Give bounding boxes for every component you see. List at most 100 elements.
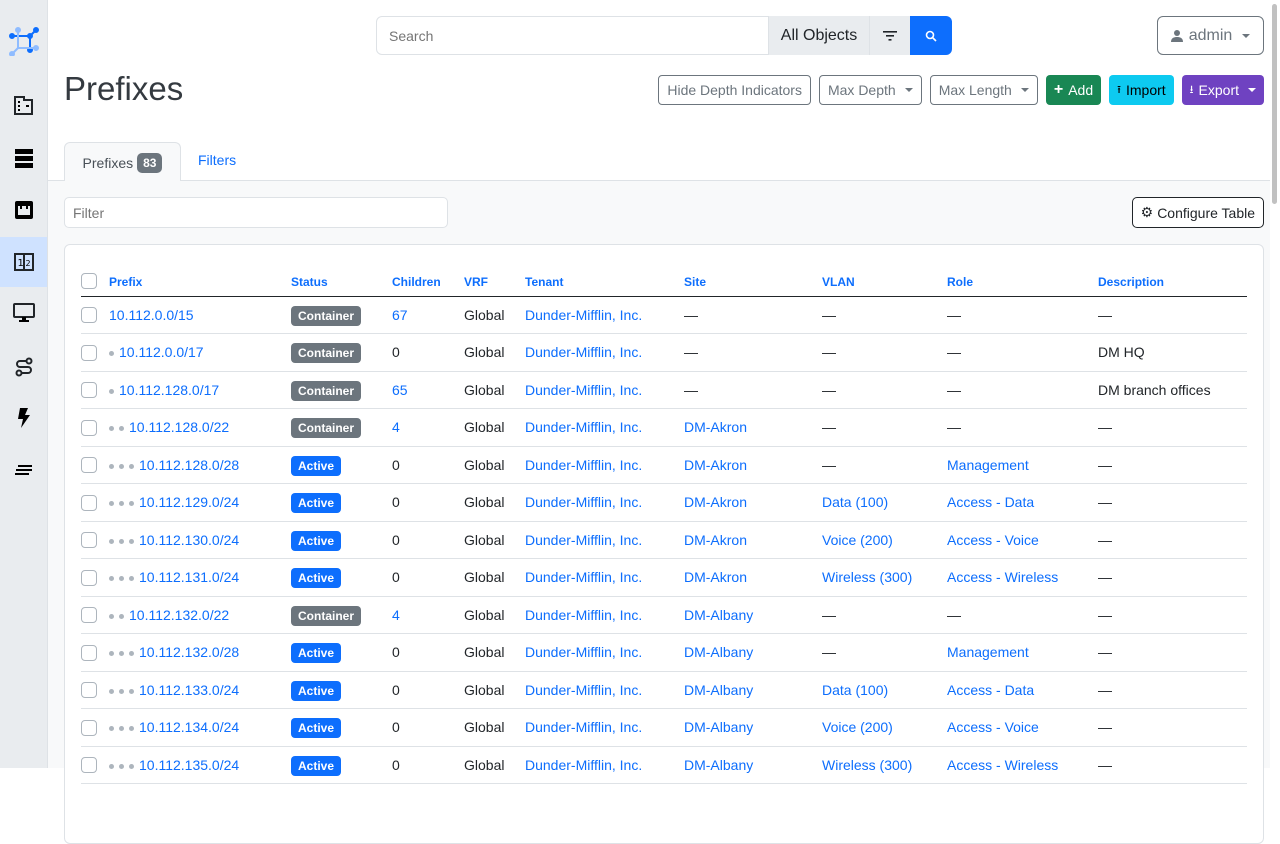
logo-icon[interactable] bbox=[0, 15, 47, 65]
row-checkbox[interactable] bbox=[81, 344, 97, 361]
role-link[interactable]: Management bbox=[947, 644, 1029, 661]
filter-input[interactable] bbox=[64, 197, 448, 228]
configure-table-button[interactable]: ⚙ Configure Table bbox=[1131, 197, 1264, 228]
vlan-link[interactable]: Wireless (300) bbox=[822, 569, 913, 586]
prefix-link[interactable]: 10.112.132.0/28 bbox=[139, 644, 240, 661]
site-link[interactable]: DM-Albany bbox=[684, 756, 754, 773]
vlan-link[interactable]: Wireless (300) bbox=[822, 756, 913, 773]
vlan-link[interactable]: Voice (200) bbox=[822, 531, 893, 548]
tab-prefixes[interactable]: Prefixes 83 bbox=[64, 142, 181, 182]
add-button[interactable]: + Add bbox=[1045, 75, 1102, 105]
children-link[interactable]: 4 bbox=[392, 606, 400, 623]
row-checkbox[interactable] bbox=[81, 532, 97, 549]
column-header-tenant[interactable]: Tenant bbox=[525, 265, 684, 297]
tenant-link[interactable]: Dunder-Mifflin, Inc. bbox=[525, 569, 643, 586]
row-checkbox[interactable] bbox=[81, 719, 97, 736]
search-input[interactable] bbox=[376, 16, 769, 55]
row-checkbox[interactable] bbox=[81, 457, 97, 474]
tenant-link[interactable]: Dunder-Mifflin, Inc. bbox=[525, 344, 643, 361]
row-checkbox[interactable] bbox=[81, 419, 97, 436]
prefix-link[interactable]: 10.112.133.0/24 bbox=[139, 681, 240, 698]
search-scope-select[interactable]: All Objects bbox=[769, 16, 870, 55]
children-link[interactable]: 65 bbox=[392, 381, 408, 398]
tenant-link[interactable]: Dunder-Mifflin, Inc. bbox=[525, 381, 643, 398]
export-button[interactable]: ⭳ Export bbox=[1181, 75, 1264, 105]
column-header-description[interactable]: Description bbox=[1098, 265, 1247, 297]
select-all-checkbox[interactable] bbox=[81, 272, 97, 289]
column-header-prefix[interactable]: Prefix bbox=[109, 265, 291, 297]
prefix-link[interactable]: 10.112.128.0/22 bbox=[129, 419, 230, 436]
row-checkbox[interactable] bbox=[81, 644, 97, 661]
tenant-link[interactable]: Dunder-Mifflin, Inc. bbox=[525, 531, 643, 548]
vlan-link[interactable]: Voice (200) bbox=[822, 719, 893, 736]
max-depth-dropdown[interactable]: Max Depth bbox=[818, 75, 922, 105]
row-checkbox[interactable] bbox=[81, 382, 97, 399]
column-header-status[interactable]: Status bbox=[291, 265, 392, 297]
site-link[interactable]: DM-Akron bbox=[684, 494, 748, 511]
role-link[interactable]: Access - Data bbox=[947, 681, 1035, 698]
tenant-link[interactable]: Dunder-Mifflin, Inc. bbox=[525, 644, 643, 661]
role-link[interactable]: Access - Voice bbox=[947, 719, 1039, 736]
scrollbar[interactable] bbox=[1272, 4, 1277, 204]
server-icon[interactable] bbox=[0, 133, 47, 183]
tenant-link[interactable]: Dunder-Mifflin, Inc. bbox=[525, 719, 643, 736]
column-header-children[interactable]: Children bbox=[392, 265, 464, 297]
site-link[interactable]: DM-Akron bbox=[684, 569, 748, 586]
children-link[interactable]: 67 bbox=[392, 306, 408, 323]
row-checkbox[interactable] bbox=[81, 607, 97, 624]
row-checkbox[interactable] bbox=[81, 494, 97, 511]
site-link[interactable]: DM-Akron bbox=[684, 456, 748, 473]
prefix-link[interactable]: 10.112.0.0/17 bbox=[119, 344, 204, 361]
prefix-link[interactable]: 10.112.128.0/28 bbox=[139, 456, 240, 473]
column-header-site[interactable]: Site bbox=[684, 265, 822, 297]
site-link[interactable]: DM-Albany bbox=[684, 606, 754, 623]
prefix-link[interactable]: 10.112.128.0/17 bbox=[119, 381, 220, 398]
site-link[interactable]: DM-Akron bbox=[684, 419, 748, 436]
user-menu-button[interactable]: admin bbox=[1157, 16, 1264, 55]
hide-depth-button[interactable]: Hide Depth Indicators bbox=[658, 75, 811, 105]
max-length-dropdown[interactable]: Max Length bbox=[929, 75, 1038, 105]
prefix-link[interactable]: 10.112.132.0/22 bbox=[129, 606, 230, 623]
role-link[interactable]: Access - Voice bbox=[947, 531, 1039, 548]
tenant-link[interactable]: Dunder-Mifflin, Inc. bbox=[525, 419, 643, 436]
prefix-link[interactable]: 10.112.131.0/24 bbox=[139, 569, 240, 586]
row-checkbox[interactable] bbox=[81, 569, 97, 586]
lightning-icon[interactable] bbox=[0, 393, 47, 443]
prefix-link[interactable]: 10.112.135.0/24 bbox=[139, 756, 240, 773]
site-link[interactable]: DM-Albany bbox=[684, 719, 754, 736]
column-header-vrf[interactable]: VRF bbox=[464, 265, 525, 297]
site-link[interactable]: DM-Albany bbox=[684, 681, 754, 698]
prefix-link[interactable]: 10.112.134.0/24 bbox=[139, 719, 240, 736]
prefix-link[interactable]: 10.112.129.0/24 bbox=[139, 494, 240, 511]
role-link[interactable]: Management bbox=[947, 456, 1029, 473]
tenant-link[interactable]: Dunder-Mifflin, Inc. bbox=[525, 456, 643, 473]
vlan-link[interactable]: Data (100) bbox=[822, 681, 889, 698]
row-checkbox[interactable] bbox=[81, 682, 97, 699]
site-link[interactable]: DM-Akron bbox=[684, 531, 748, 548]
vlan-link[interactable]: Data (100) bbox=[822, 494, 889, 511]
tenant-link[interactable]: Dunder-Mifflin, Inc. bbox=[525, 681, 643, 698]
notes-icon[interactable] bbox=[0, 445, 47, 495]
tenant-link[interactable]: Dunder-Mifflin, Inc. bbox=[525, 756, 643, 773]
import-button[interactable]: ⭱ Import bbox=[1109, 75, 1174, 105]
site-link[interactable]: DM-Albany bbox=[684, 644, 754, 661]
role-link[interactable]: Access - Wireless bbox=[947, 756, 1059, 773]
row-checkbox[interactable] bbox=[81, 757, 97, 774]
prefix-link[interactable]: 10.112.0.0/15 bbox=[109, 306, 194, 323]
monitor-icon[interactable] bbox=[0, 288, 47, 338]
tenant-link[interactable]: Dunder-Mifflin, Inc. bbox=[525, 306, 643, 323]
building-icon[interactable] bbox=[0, 80, 47, 130]
children-link[interactable]: 4 bbox=[392, 419, 400, 436]
search-filter-button[interactable] bbox=[870, 16, 910, 55]
role-link[interactable]: Access - Wireless bbox=[947, 569, 1059, 586]
prefix-link[interactable]: 10.112.130.0/24 bbox=[139, 531, 240, 548]
tab-filters[interactable]: Filters bbox=[198, 152, 237, 168]
role-link[interactable]: Access - Data bbox=[947, 494, 1035, 511]
column-header-vlan[interactable]: VLAN bbox=[822, 265, 947, 297]
transit-connection-icon[interactable] bbox=[0, 342, 47, 392]
ethernet-icon[interactable] bbox=[0, 185, 47, 235]
tenant-link[interactable]: Dunder-Mifflin, Inc. bbox=[525, 494, 643, 511]
column-header-role[interactable]: Role bbox=[947, 265, 1098, 297]
row-checkbox[interactable] bbox=[81, 307, 97, 324]
